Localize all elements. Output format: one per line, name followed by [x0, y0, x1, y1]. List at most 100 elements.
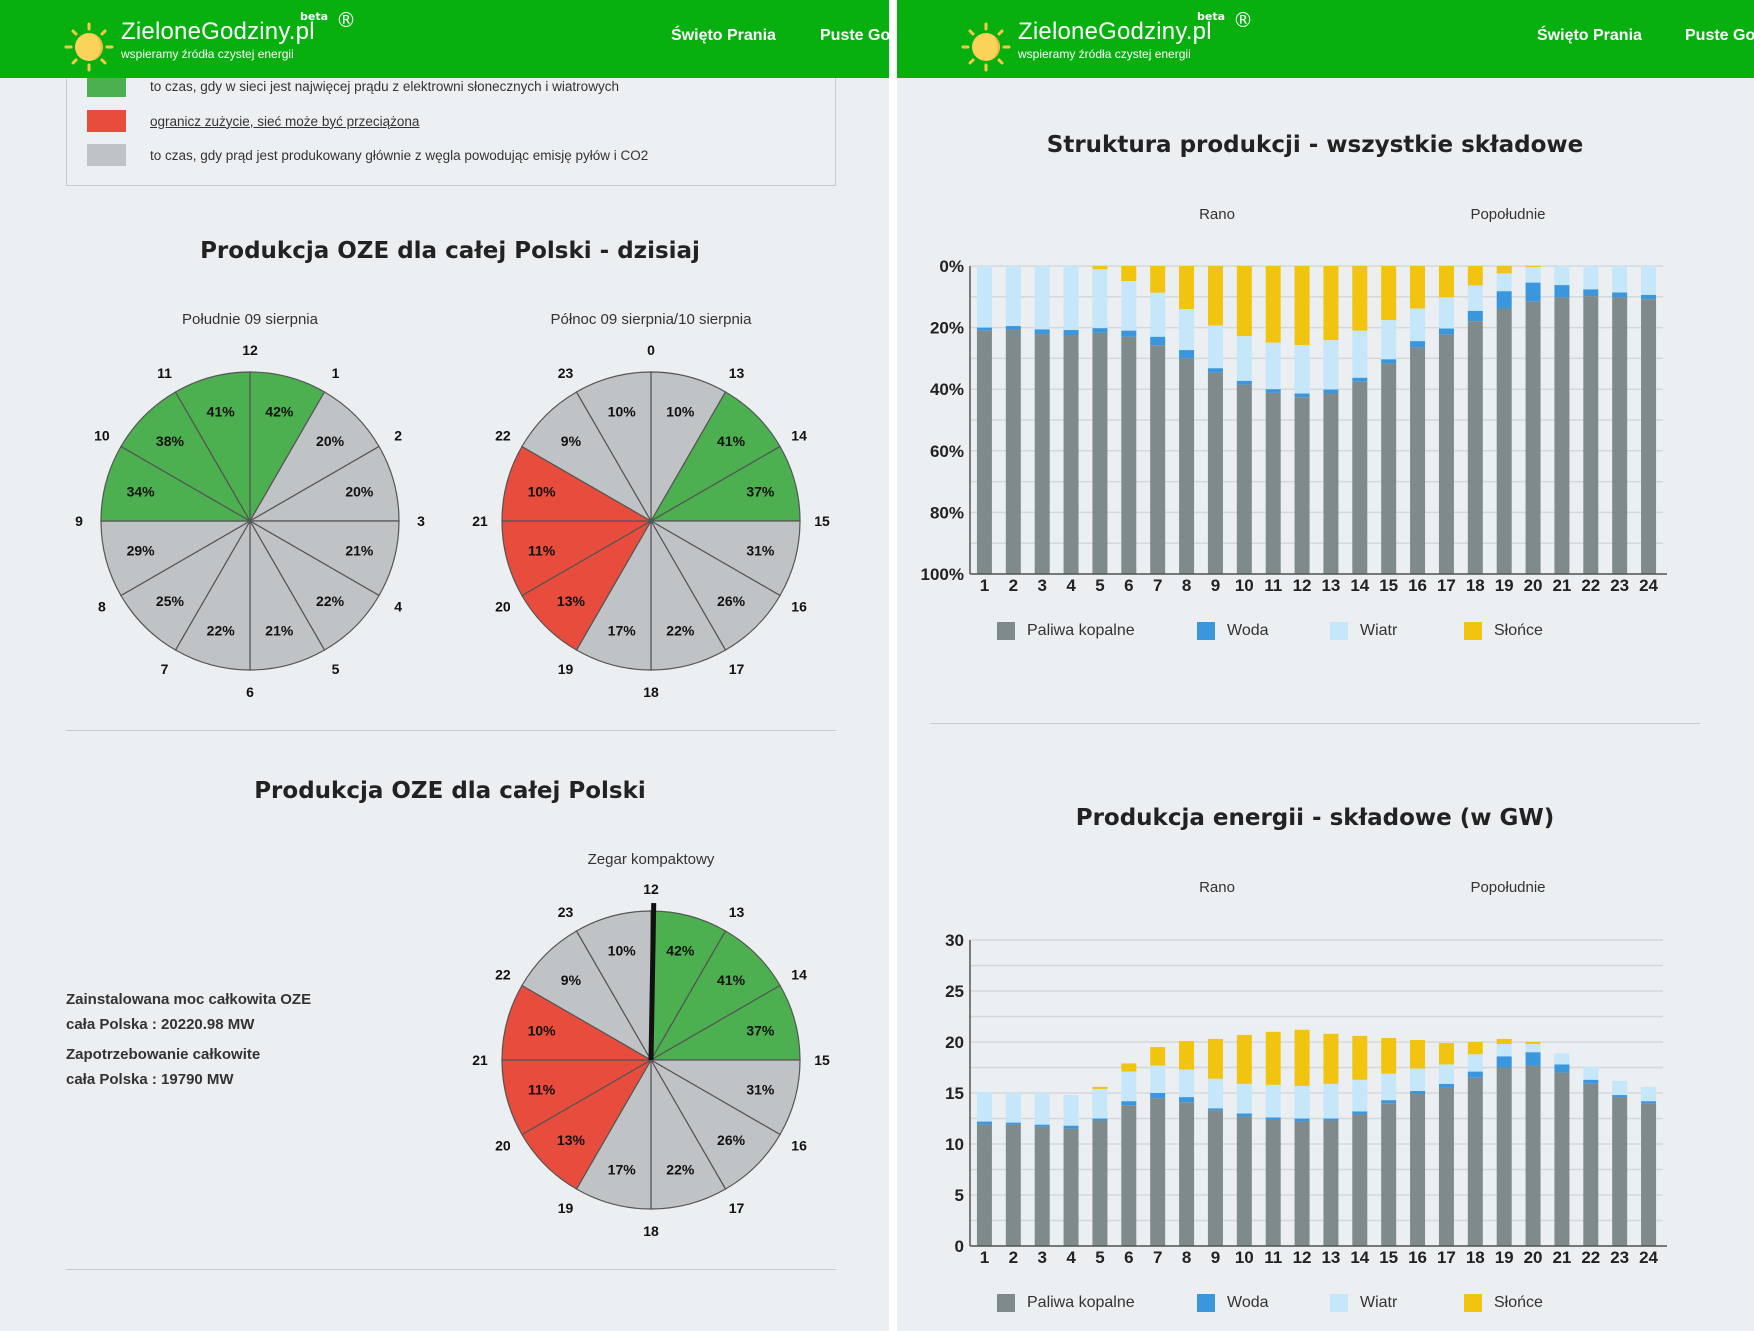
nav-puste-godziny[interactable]: Puste Go: [820, 27, 889, 44]
bar-segment-solar-10: [1236, 1034, 1252, 1084]
y-tick-label: 15: [945, 1084, 964, 1103]
legend-swatch: [1197, 622, 1215, 640]
legend-item-fossil[interactable]: Paliwa kopalne: [997, 622, 1135, 640]
bar-segment-fossil-16: [1410, 1094, 1426, 1246]
legend-label: Wiatr: [1360, 1294, 1398, 1311]
nav-swieto-prania[interactable]: Święto Prania: [671, 27, 776, 44]
x-tick-label: 10: [1235, 576, 1254, 595]
bar-segment-fossil-3: [1034, 334, 1050, 574]
divider: [66, 730, 836, 731]
bar-segment-wind-7: [1150, 292, 1166, 337]
bar-segment-fossil-23: [1612, 1097, 1628, 1246]
x-tick-label: 1: [980, 576, 989, 595]
bar-segment-fossil-24: [1641, 1103, 1657, 1246]
slice-percent-label: 10%: [666, 404, 695, 420]
y-tick-label: 30: [945, 931, 964, 950]
legend-item-water[interactable]: Woda: [1197, 622, 1269, 640]
slice-percent-label: 17%: [608, 622, 637, 638]
bar-segment-water-11: [1265, 1117, 1281, 1120]
bar-segment-water-17: [1438, 328, 1454, 335]
legend-link[interactable]: ogranicz zużycie, sieć może być przeciąż…: [150, 113, 420, 129]
x-tick-label: 21: [1552, 1248, 1571, 1267]
bar-segment-fossil-8: [1179, 1102, 1195, 1246]
slice-percent-label: 10%: [528, 1023, 557, 1039]
bar-segment-wind-10: [1236, 1083, 1252, 1114]
chart2-popoludnie: Popołudnie: [1470, 879, 1546, 896]
logo[interactable]: ZieloneGodziny.pl beta ® wspieramy źródł…: [961, 8, 1261, 72]
bar-segment-solar-6: [1121, 1063, 1137, 1072]
bar-segment-solar-13: [1323, 1033, 1339, 1084]
x-tick-label: 3: [1037, 576, 1046, 595]
bar-segment-solar-12: [1294, 266, 1310, 346]
slice-percent-label: 17%: [608, 1161, 637, 1177]
legend-item-solar[interactable]: Słońce: [1464, 1294, 1543, 1312]
bar-segment-wind-22: [1583, 1066, 1599, 1080]
bar-segment-water-6: [1121, 1101, 1137, 1106]
slice-percent-label: 22%: [316, 593, 345, 609]
bar-segment-water-16: [1410, 1090, 1426, 1095]
hour-label: 20: [495, 1138, 511, 1154]
bar-segment-wind-21: [1554, 1053, 1570, 1065]
legend-item-fossil[interactable]: Paliwa kopalne: [997, 1294, 1135, 1312]
hour-label: 17: [729, 1200, 745, 1216]
hour-label: 2: [394, 428, 402, 444]
hour-label: 11: [157, 365, 172, 381]
x-tick-label: 13: [1321, 1248, 1340, 1267]
bar-segment-water-9: [1207, 1108, 1223, 1111]
legend-item-green: to czas, gdy w sieci jest najwięcej prąd…: [87, 74, 619, 98]
legend-item-water[interactable]: Woda: [1197, 1294, 1269, 1312]
slice-percent-label: 41%: [717, 972, 746, 988]
bar-segment-water-16: [1410, 341, 1426, 348]
bar-segment-fossil-7: [1150, 345, 1166, 574]
slice-percent-label: 10%: [528, 484, 557, 500]
legend-item-gray: to czas, gdy prąd jest produkowany główn…: [87, 143, 648, 167]
bar-segment-wind-19: [1496, 1044, 1512, 1057]
bar-segment-fossil-22: [1583, 1083, 1599, 1246]
bar-segment-fossil-15: [1381, 363, 1397, 574]
logo-title: ZieloneGodziny.pl: [121, 18, 315, 45]
x-tick-label: 4: [1066, 1248, 1076, 1267]
x-tick-label: 3: [1037, 1248, 1046, 1267]
red-swatch: [87, 110, 126, 132]
hour-label: 12: [242, 342, 258, 358]
bar-segment-water-17: [1438, 1083, 1454, 1088]
bar-segment-fossil-7: [1150, 1098, 1166, 1246]
bar-segment-fossil-5: [1092, 1120, 1108, 1246]
x-tick-label: 9: [1211, 1248, 1220, 1267]
bar-segment-wind-8: [1179, 309, 1195, 351]
chart1-popoludnie: Popołudnie: [1470, 206, 1546, 223]
bar-segment-solar-9: [1207, 266, 1223, 326]
y-tick-label: 20: [945, 1033, 964, 1052]
y-tick-label: 60%: [930, 442, 964, 461]
bar-segment-fossil-12: [1294, 397, 1310, 574]
y-tick-label: 25: [945, 982, 964, 1001]
slice-percent-label: 9%: [561, 433, 582, 449]
green-swatch: [87, 75, 126, 97]
nav-swieto-prania[interactable]: Święto Prania: [1537, 27, 1642, 44]
legend-item-wind[interactable]: Wiatr: [1330, 1294, 1397, 1312]
bar-segment-solar-20: [1525, 1042, 1541, 1045]
y-tick-label: 100%: [921, 565, 964, 584]
logo-title: ZieloneGodziny.pl: [1018, 18, 1212, 45]
bar-segment-fossil-19: [1496, 1067, 1512, 1246]
bar-segment-solar-16: [1410, 1039, 1426, 1069]
legend-item-solar[interactable]: Słońce: [1464, 622, 1543, 640]
sun-icon: [961, 22, 1011, 72]
logo[interactable]: ZieloneGodziny.pl beta ® wspieramy źródł…: [64, 8, 364, 72]
legend-item-wind[interactable]: Wiatr: [1330, 622, 1397, 640]
bar-segment-water-12: [1294, 393, 1310, 398]
bar-segment-fossil-3: [1034, 1126, 1050, 1246]
bar-segment-wind-16: [1410, 308, 1426, 342]
bar-segment-fossil-5: [1092, 332, 1108, 574]
nav-puste-godziny[interactable]: Puste Go: [1685, 27, 1754, 44]
bar-segment-fossil-6: [1121, 336, 1137, 574]
left-panel: ZieloneGodziny.pl beta ® wspieramy źródł…: [0, 0, 889, 1331]
sun-icon: [64, 22, 114, 72]
bar-segment-fossil-10: [1236, 384, 1252, 574]
site-header: ZieloneGodziny.pl beta ® wspieramy źródł…: [0, 0, 889, 78]
bar-segment-solar-11: [1265, 1031, 1281, 1085]
bar-segment-water-9: [1207, 368, 1223, 373]
legend-label: Słońce: [1494, 1294, 1543, 1311]
bar-segment-fossil-24: [1641, 299, 1657, 574]
bar-segment-wind-21: [1554, 266, 1570, 286]
